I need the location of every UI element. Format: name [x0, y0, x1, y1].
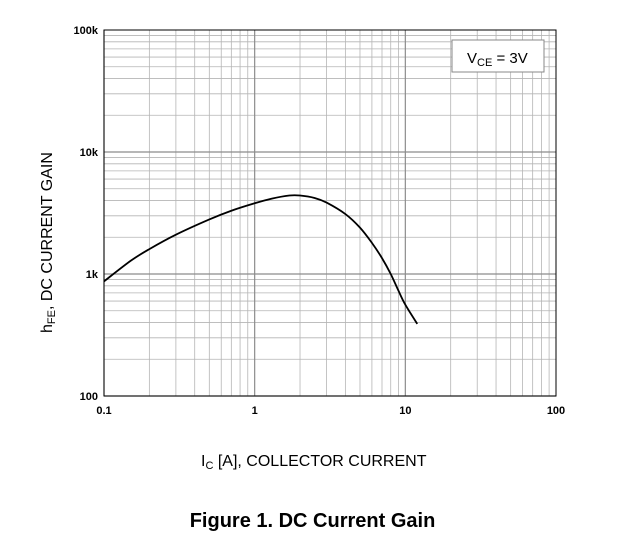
- ylabel-symbol: h: [39, 324, 56, 333]
- annotation-subscript: CE: [477, 57, 492, 69]
- y-tick-label: 100: [80, 391, 98, 403]
- grid-minor: [104, 30, 556, 396]
- xlabel-symbol: I: [201, 453, 205, 470]
- ylabel-text: , DC CURRENT GAIN: [39, 152, 56, 310]
- grid-major: [103, 30, 556, 397]
- ylabel-subscript: FE: [46, 310, 58, 324]
- series-line-hfe: [103, 194, 419, 325]
- plot-frame: [103, 29, 557, 397]
- x-tick-label: 10: [399, 405, 411, 417]
- chart-title: Figure 1. DC Current Gain: [189, 510, 436, 532]
- xlabel-subscript: C: [205, 460, 213, 472]
- y-tick-label: 100k: [74, 25, 99, 37]
- x-tick-labels: 0.1 1 10 100: [96, 405, 565, 417]
- x-tick-label: 100: [547, 405, 565, 417]
- annotation-text: = 3V: [492, 50, 527, 67]
- annotation-symbol: V: [467, 50, 477, 67]
- y-tick-labels: 100 1k 10k 100k: [74, 25, 99, 403]
- x-tick-label: 1: [252, 405, 258, 417]
- y-tick-label: 1k: [86, 269, 99, 281]
- series-layer: [103, 194, 419, 325]
- legend-annotation: VCE = 3V: [467, 50, 528, 69]
- y-tick-label: 10k: [80, 147, 99, 159]
- legend-box: [451, 39, 545, 73]
- x-axis-label: IC [A], COLLECTOR CURRENT: [201, 453, 427, 472]
- xlabel-text: [A], COLLECTOR CURRENT: [213, 453, 426, 470]
- y-axis-label: hFE, DC CURRENT GAIN: [39, 152, 58, 333]
- x-tick-label: 0.1: [96, 405, 111, 417]
